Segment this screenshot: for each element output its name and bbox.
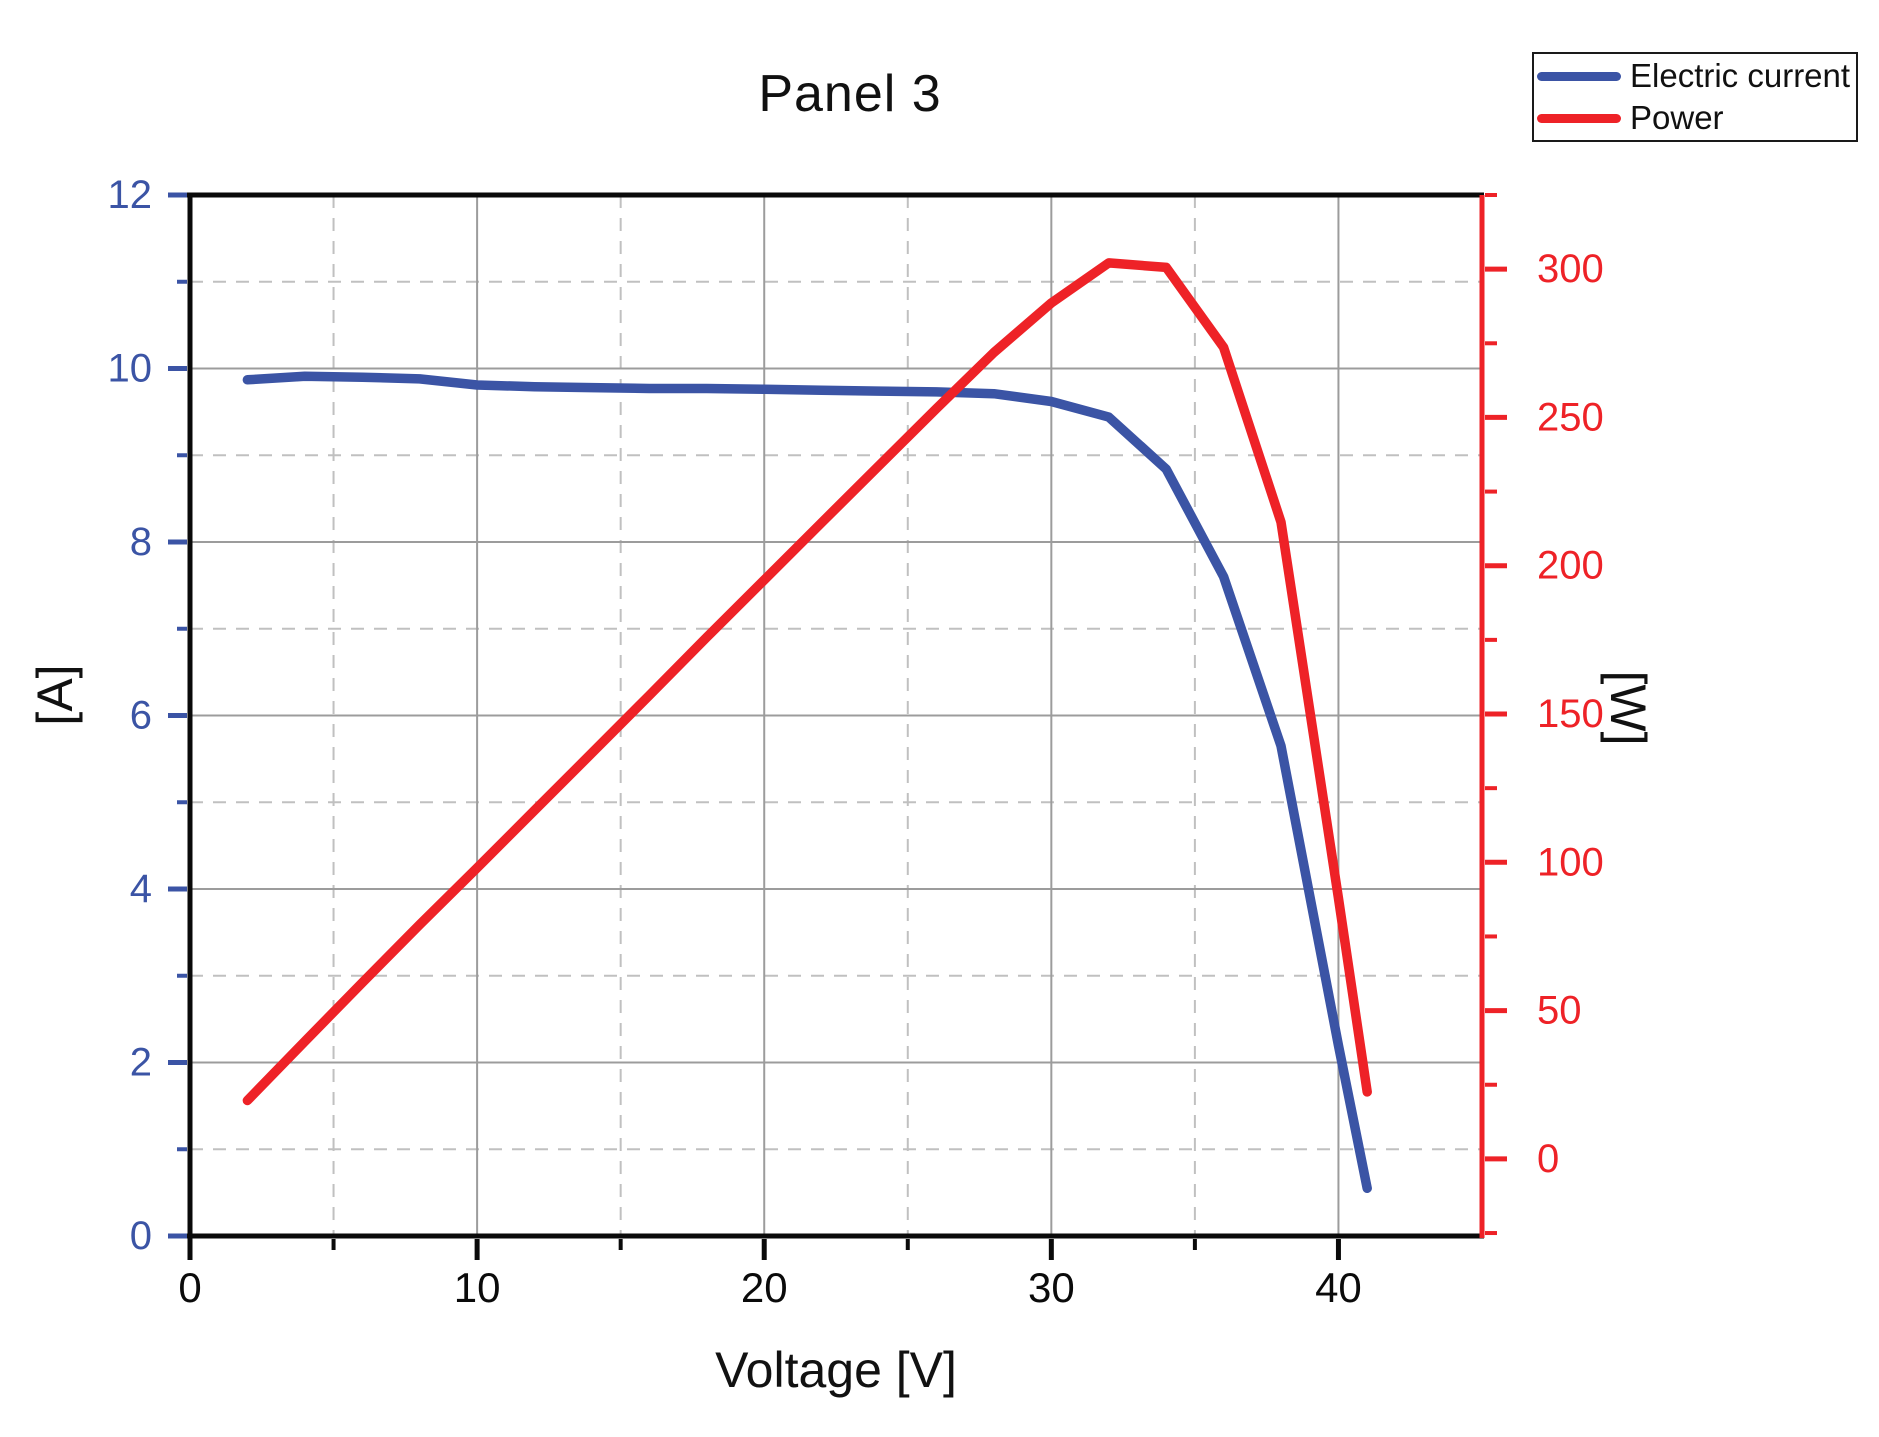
x-tick-label: 0	[178, 1264, 201, 1311]
y-right-tick-label: 150	[1537, 692, 1604, 736]
y-left-tick-label: 2	[130, 1041, 152, 1085]
y-right-tick-label: 300	[1537, 247, 1604, 291]
y-left-tick-label: 0	[130, 1214, 152, 1258]
y-left-tick-label: 6	[130, 694, 152, 738]
y-right-tick-label: 250	[1537, 395, 1604, 439]
x-tick-label: 30	[1028, 1264, 1075, 1311]
y-right-axis-label: [W]	[1600, 670, 1656, 746]
y-left-tick-label: 4	[130, 867, 152, 911]
y-left-tick-label: 12	[108, 173, 153, 217]
legend-item-current: Electric current	[1537, 55, 1856, 97]
y-right-tick-label: 50	[1537, 989, 1582, 1033]
current-line-swatch	[1537, 71, 1621, 81]
power-curve	[242, 258, 1372, 1106]
chart-title: Panel 3	[758, 65, 942, 123]
y-left-tick-label: 8	[130, 520, 152, 564]
x-axis-label: Voltage [V]	[715, 1342, 957, 1398]
legend-box: Electric current Power	[1532, 52, 1858, 142]
y-right-tick-label: 200	[1537, 544, 1604, 588]
legend-item-power: Power	[1537, 97, 1856, 139]
power-line-swatch	[1537, 113, 1621, 123]
x-tick-label: 40	[1315, 1264, 1362, 1311]
y-left-axis-label: [A]	[27, 664, 83, 726]
y-right-tick-label: 100	[1537, 840, 1604, 884]
legend-label-current: Electric current	[1630, 57, 1851, 94]
y-left-tick-label: 10	[108, 347, 153, 391]
x-tick-label: 20	[741, 1264, 788, 1311]
y-right-tick-label: 0	[1537, 1137, 1559, 1181]
legend-label-power: Power	[1630, 99, 1724, 136]
x-tick-label: 10	[454, 1264, 501, 1311]
current-curve	[242, 371, 1372, 1194]
